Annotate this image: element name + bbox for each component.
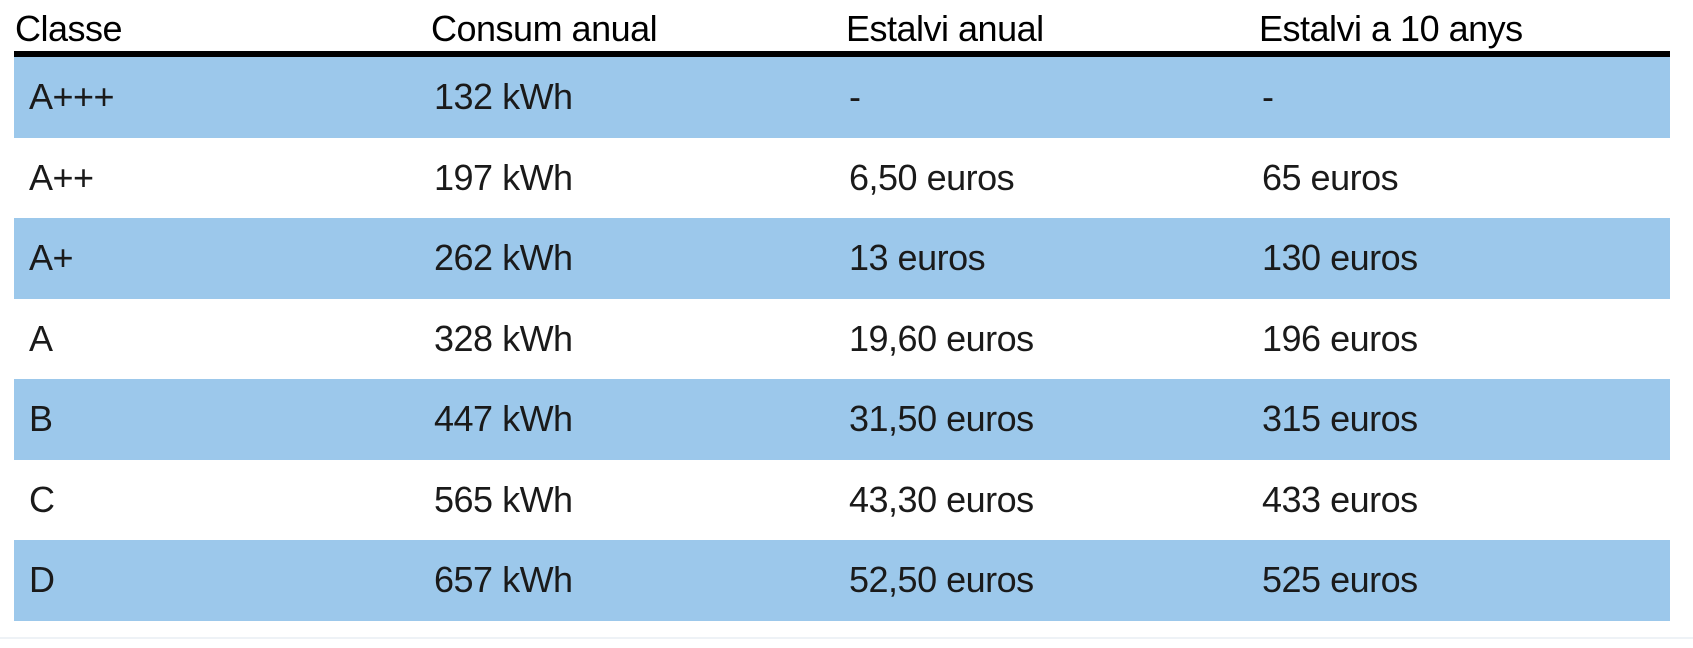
table-row: A 328 kWh 19,60 euros 196 euros — [14, 298, 1670, 379]
cell-consum: 565 kWh — [434, 478, 573, 520]
cell-consum: 447 kWh — [434, 398, 573, 440]
table-row: B 447 kWh 31,50 euros 315 euros — [14, 379, 1670, 460]
cell-estalvi-anual: 6,50 euros — [849, 156, 1015, 198]
cell-classe: A — [29, 317, 53, 359]
column-header-estalvi-anual: Estalvi anual — [845, 0, 1258, 57]
cell-consum: 197 kWh — [434, 156, 573, 198]
cell-consum: 262 kWh — [434, 237, 573, 279]
cell-estalvi-anual: 31,50 euros — [849, 398, 1034, 440]
column-header-consum-anual: Consum anual — [430, 0, 845, 57]
cell-estalvi-anual: 19,60 euros — [849, 317, 1034, 359]
cell-estalvi-anual: 52,50 euros — [849, 559, 1034, 601]
cell-consum: 657 kWh — [434, 559, 573, 601]
table-row: D 657 kWh 52,50 euros 525 euros — [14, 540, 1670, 621]
header-row: Classe Consum anual Estalvi anual Estalv… — [14, 0, 1670, 57]
cell-consum: 328 kWh — [434, 317, 573, 359]
cell-classe: A+++ — [29, 76, 115, 118]
bottom-divider — [0, 637, 1693, 639]
cell-classe: A+ — [29, 237, 74, 279]
column-header-estalvi-10-anys: Estalvi a 10 anys — [1258, 0, 1670, 57]
cell-estalvi-anual: - — [849, 76, 861, 118]
cell-estalvi-anual: 13 euros — [849, 237, 986, 279]
table-row: A++ 197 kWh 6,50 euros 65 euros — [14, 137, 1670, 218]
energy-savings-table-container: Classe Consum anual Estalvi anual Estalv… — [14, 0, 1670, 621]
cell-estalvi-10-anys: - — [1262, 76, 1274, 118]
cell-classe: D — [29, 559, 55, 601]
cell-estalvi-10-anys: 130 euros — [1262, 237, 1418, 279]
energy-savings-table: Classe Consum anual Estalvi anual Estalv… — [14, 0, 1670, 621]
cell-consum: 132 kWh — [434, 76, 573, 118]
cell-estalvi-10-anys: 433 euros — [1262, 478, 1418, 520]
table-row: A+ 262 kWh 13 euros 130 euros — [14, 218, 1670, 299]
cell-classe: B — [29, 398, 53, 440]
cell-estalvi-10-anys: 196 euros — [1262, 317, 1418, 359]
cell-classe: A++ — [29, 156, 94, 198]
cell-classe: C — [29, 478, 55, 520]
column-header-classe: Classe — [14, 0, 430, 57]
table-row: A+++ 132 kWh - - — [14, 54, 1670, 138]
cell-estalvi-10-anys: 65 euros — [1262, 156, 1399, 198]
cell-estalvi-10-anys: 315 euros — [1262, 398, 1418, 440]
table-row: C 565 kWh 43,30 euros 433 euros — [14, 459, 1670, 540]
cell-estalvi-10-anys: 525 euros — [1262, 559, 1418, 601]
cell-estalvi-anual: 43,30 euros — [849, 478, 1034, 520]
